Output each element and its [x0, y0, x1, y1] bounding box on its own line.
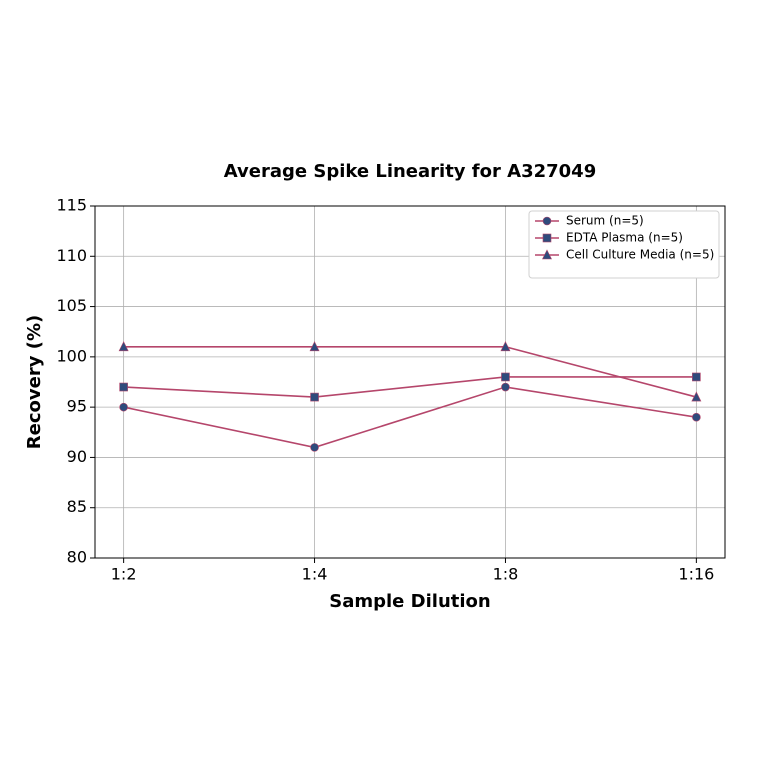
legend: Serum (n=5) EDTA Plasma (n=5) Cell Culture… — [528, 210, 720, 279]
legend-marker — [542, 233, 552, 243]
y-axis-label: Recovery (%) — [24, 315, 45, 449]
legend-marker — [542, 216, 552, 226]
y-tick-label: 105 — [56, 296, 87, 315]
marker — [119, 402, 128, 412]
marker — [500, 341, 511, 352]
marker — [691, 391, 702, 402]
legend-label: EDTA Plasma (n=5) — [566, 231, 683, 245]
series-line — [123, 376, 697, 398]
legend-label: Serum (n=5) — [566, 214, 644, 228]
x-tick-label: 1:16 — [678, 565, 714, 584]
y-tick-label: 110 — [56, 246, 87, 265]
x-tick-label: 1:4 — [302, 565, 328, 584]
legend-label: Cell Culture Media (n=5) — [566, 248, 714, 262]
marker — [310, 443, 319, 452]
legend-marker — [542, 249, 552, 260]
plot-frame — [94, 205, 726, 559]
y-tick-label: 115 — [56, 196, 87, 215]
marker — [692, 372, 701, 382]
y-tick-label: 95 — [67, 397, 87, 416]
y-tick-label: 90 — [67, 447, 87, 466]
x-tick-label: 1:8 — [493, 565, 519, 584]
marker — [309, 341, 320, 352]
chart-title: Average Spike Linearity for A327049 — [224, 161, 596, 182]
y-tick-label: 85 — [67, 497, 87, 516]
x-axis-label: Sample Dilution — [329, 591, 490, 612]
x-tick-label: 1:2 — [111, 565, 137, 584]
marker — [119, 382, 128, 392]
y-tick-label: 100 — [56, 346, 87, 365]
marker — [310, 392, 319, 402]
y-tick-label: 80 — [67, 548, 87, 567]
series-line — [123, 346, 697, 398]
marker — [501, 382, 510, 392]
marker — [692, 412, 701, 422]
legend-box — [528, 210, 720, 279]
series-line — [123, 386, 697, 449]
marker — [501, 372, 510, 382]
marker — [118, 341, 129, 352]
